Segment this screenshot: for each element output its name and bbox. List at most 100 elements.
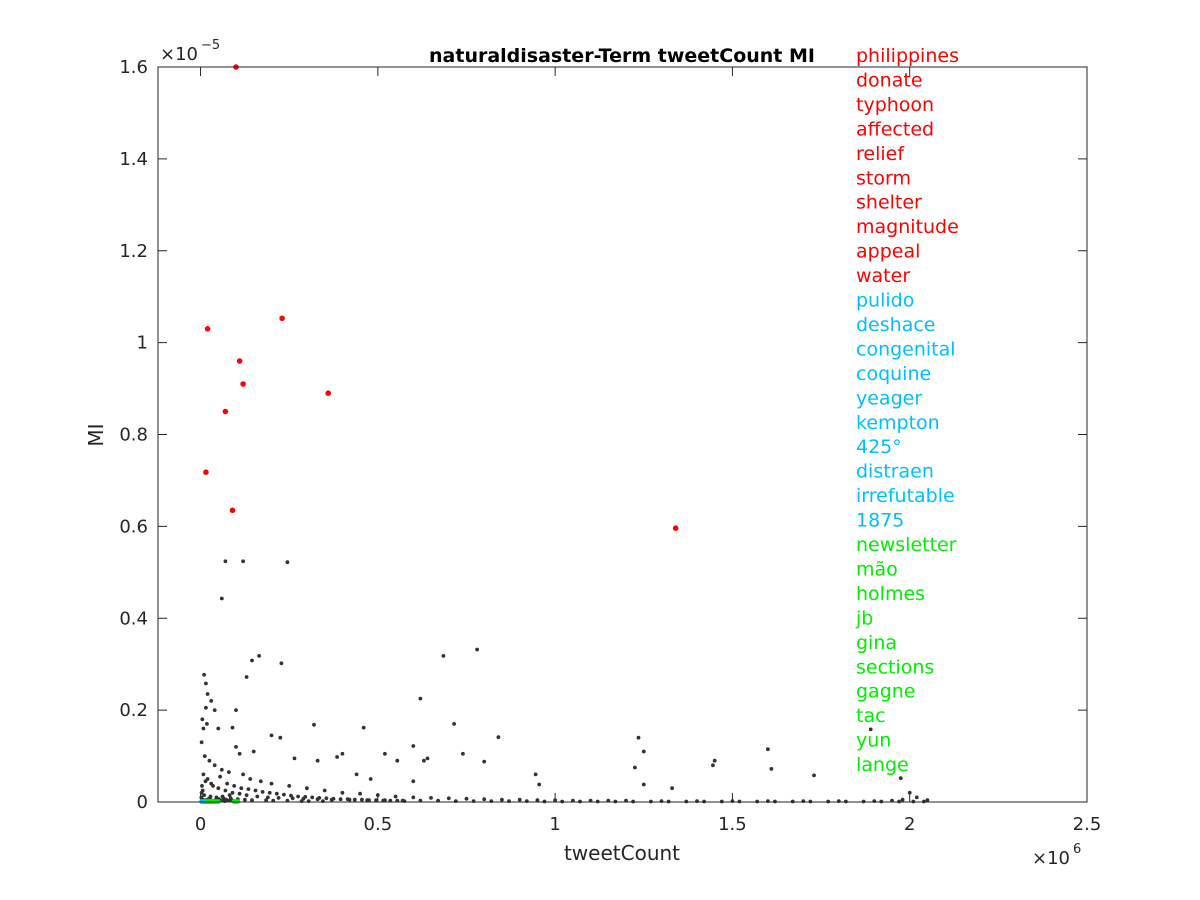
data-point-gray [253, 788, 258, 793]
data-point-gray [340, 790, 345, 795]
data-point-gray [411, 744, 416, 748]
data-point-gray [367, 798, 371, 803]
term-label-red: affected [856, 118, 934, 140]
term-label-green: yun [856, 730, 891, 752]
data-point-gray [461, 751, 465, 756]
term-label-green: tac [856, 705, 886, 727]
x-tick-label: 1.5 [718, 814, 747, 835]
data-point-gray [358, 791, 362, 796]
data-point-gray [199, 790, 204, 795]
data-point-gray [285, 560, 290, 565]
data-point-gray [517, 797, 522, 802]
data-point-gray [446, 796, 451, 801]
data-point-gray [496, 735, 501, 740]
term-label-red: appeal [856, 241, 920, 263]
term-label-cyan: 425° [856, 436, 902, 458]
data-point-gray [383, 751, 387, 756]
data-point-gray [368, 777, 373, 781]
data-point-gray [317, 796, 322, 800]
y-tick-label: 0.4 [119, 608, 148, 629]
term-label-red: typhoon [856, 94, 934, 116]
data-point-gray [340, 751, 345, 756]
data-point-gray [243, 797, 247, 802]
data-point-gray [345, 797, 350, 802]
data-point-gray [255, 794, 260, 799]
data-point-gray [290, 796, 295, 801]
term-label-cyan: coquine [856, 363, 931, 385]
data-point-gray [500, 797, 504, 802]
data-point-gray [227, 770, 231, 774]
data-point-gray [452, 722, 456, 726]
data-point-gray [230, 790, 235, 795]
data-point-gray [257, 654, 261, 658]
x-multiplier-base: ×10 [1032, 848, 1070, 869]
data-point-gray [393, 794, 398, 799]
x-multiplier-exponent: 6 [1073, 842, 1081, 857]
data-point-gray [212, 763, 217, 768]
data-point-gray [250, 658, 254, 663]
data-point-gray [287, 784, 292, 788]
data-point-gray [258, 779, 263, 784]
data-point-gray [248, 777, 253, 781]
data-point-gray [712, 758, 717, 763]
y-multiplier-base: ×10 [160, 44, 198, 65]
data-point-gray [641, 749, 646, 754]
data-point-gray [234, 708, 238, 712]
data-point-gray [766, 747, 770, 752]
data-point-gray [232, 784, 237, 788]
data-point-gray [205, 692, 210, 696]
data-point-gray [274, 791, 279, 796]
data-point-gray [636, 735, 641, 740]
data-point-gray [204, 681, 208, 686]
data-point-gray [482, 759, 487, 764]
data-point-gray [230, 725, 235, 730]
data-point-red [240, 381, 246, 387]
data-point-gray [199, 740, 204, 745]
data-point-gray [250, 798, 254, 803]
data-point-gray [812, 773, 816, 778]
term-label-green: holmes [856, 583, 925, 605]
term-label-cyan: 1875 [856, 510, 904, 532]
data-point-red [279, 315, 285, 322]
data-point-gray [269, 733, 274, 738]
data-point-gray [267, 790, 272, 795]
data-point-gray [324, 796, 329, 801]
data-point-gray [354, 772, 359, 777]
data-point-gray [202, 793, 207, 797]
data-point-gray [289, 793, 293, 798]
x-tick-label: 1 [549, 814, 560, 835]
term-label-cyan: deshace [856, 314, 935, 336]
data-point-gray [533, 772, 538, 777]
data-point-gray [418, 696, 423, 701]
plot-frame [157, 66, 1088, 803]
data-point-gray [670, 786, 674, 791]
y-tick-label: 0 [137, 792, 148, 813]
data-point-gray [279, 661, 284, 666]
data-point-gray [246, 787, 251, 791]
y-tick-label: 1 [137, 333, 148, 354]
data-point-gray [201, 726, 206, 731]
data-point-gray [900, 797, 905, 802]
x-tick-label: 0.5 [364, 814, 393, 835]
data-point-gray [225, 781, 230, 786]
data-point-gray [360, 797, 364, 802]
data-point-gray [537, 782, 542, 787]
data-point-red [672, 525, 679, 531]
term-label-green: jb [855, 607, 873, 629]
y-tick-label: 1.2 [119, 241, 148, 262]
x-axis-multiplier: ×10 6 [1032, 842, 1081, 869]
data-point-gray [241, 559, 246, 564]
data-point-gray [216, 726, 221, 731]
data-point-gray [205, 722, 209, 726]
data-point-gray [219, 596, 224, 601]
data-point-gray [241, 772, 246, 777]
data-point-gray [411, 779, 416, 784]
data-point-gray [352, 797, 357, 802]
data-point-red [222, 408, 229, 415]
y-axis-label: MI [84, 423, 108, 446]
term-label-red: philippines [856, 45, 959, 67]
data-point-gray [429, 796, 433, 800]
term-label-cyan: congenital [856, 338, 956, 360]
